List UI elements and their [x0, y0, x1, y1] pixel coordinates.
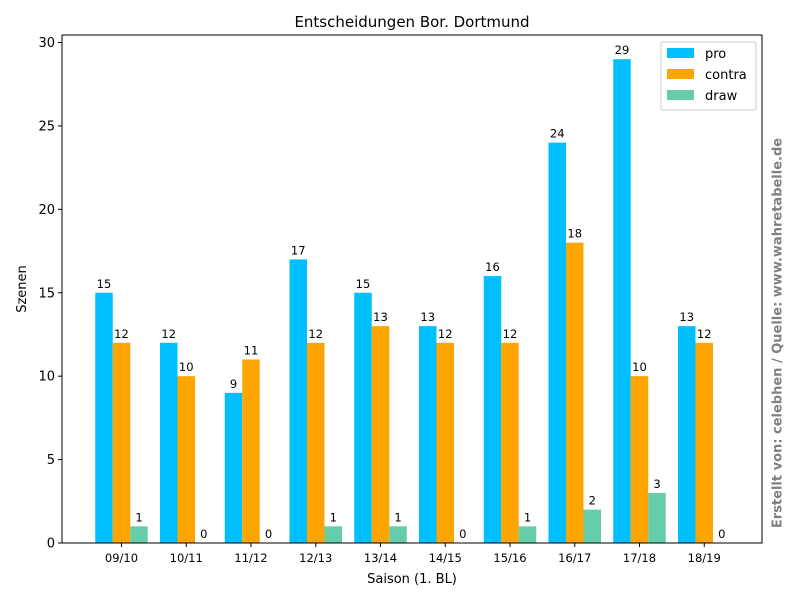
y-axis: 0 5 10 15 20 25 30 [38, 36, 62, 552]
bar-draw-8 [648, 492, 666, 543]
data-label-draw-2: 0 [265, 527, 272, 541]
bar-pro-4 [354, 292, 372, 543]
data-label-contra-9: 12 [697, 327, 712, 341]
data-label-draw-1: 0 [200, 527, 207, 541]
bar-contra-2 [242, 359, 260, 543]
legend-label-draw: draw [705, 89, 738, 104]
legend: pro contra draw [660, 41, 757, 111]
y-tick-label-4: 20 [38, 203, 55, 218]
data-label-draw-3: 1 [330, 510, 337, 524]
bar-pro-5 [419, 326, 437, 543]
y-tick-label-1: 5 [47, 453, 55, 468]
legend-label-contra: contra [705, 68, 747, 83]
bar-draw-7 [583, 509, 601, 543]
y-tick-label-5: 25 [38, 119, 55, 134]
data-label-pro-9: 13 [679, 310, 694, 324]
x-tick-label-7: 16/17 [558, 551, 591, 565]
bar-pro-2 [224, 392, 243, 543]
legend-swatch-draw [667, 90, 694, 100]
x-tick-label-0: 09/10 [105, 551, 138, 565]
x-axis: 09/10 10/11 11/12 12/13 13/14 14/15 15/16 16/17… [105, 543, 721, 565]
legend-swatch-pro [667, 48, 694, 58]
data-label-pro-4: 15 [356, 277, 371, 291]
data-label-draw-6: 1 [524, 510, 531, 524]
x-tick-label-1: 10/11 [170, 551, 203, 565]
data-label-draw-5: 0 [459, 527, 466, 541]
data-label-pro-1: 12 [161, 327, 176, 341]
data-label-contra-0: 12 [114, 327, 129, 341]
y-tick-label-6: 30 [38, 36, 55, 51]
bar-pro-6 [483, 276, 502, 543]
x-tick-label-5: 14/15 [429, 551, 462, 565]
bar-draw-6 [518, 526, 537, 543]
data-label-draw-7: 2 [589, 494, 596, 508]
legend-swatch-contra [667, 69, 694, 79]
data-label-contra-8: 10 [632, 360, 647, 374]
bar-pro-1 [160, 342, 178, 543]
bar-draw-0 [130, 526, 148, 543]
plot-frame [61, 34, 763, 544]
bar-pro-0 [95, 292, 113, 543]
data-label-pro-7: 24 [550, 127, 565, 141]
bar-contra-1 [177, 376, 195, 543]
y-tick-label-0: 0 [47, 537, 55, 552]
data-label-pro-3: 17 [291, 243, 306, 257]
y-tick-label-3: 15 [38, 286, 55, 301]
x-tick-label-6: 15/16 [493, 551, 526, 565]
source-credit: Erstellt von: celebhen / Quelle: www.wah… [770, 137, 786, 529]
data-label-contra-2: 11 [244, 343, 259, 357]
data-label-contra-5: 12 [438, 327, 453, 341]
data-label-contra-4: 13 [373, 310, 388, 324]
x-tick-label-8: 17/18 [623, 551, 656, 565]
bar-contra-4 [371, 326, 390, 543]
x-tick-label-4: 13/14 [364, 551, 397, 565]
data-label-pro-8: 29 [615, 43, 630, 57]
bar-contra-5 [436, 342, 454, 543]
bar-pro-7 [548, 142, 566, 544]
bar-contra-3 [307, 342, 325, 543]
data-label-contra-3: 12 [308, 327, 323, 341]
bar-pro-9 [678, 326, 696, 543]
chart-title: Entscheidungen Bor. Dortmund [294, 13, 529, 31]
data-label-pro-2: 9 [230, 377, 237, 391]
x-axis-label: Saison (1. BL) [367, 572, 457, 587]
x-tick-label-2: 11/12 [234, 551, 267, 565]
legend-label-pro: pro [705, 47, 726, 62]
y-tick-label-2: 10 [38, 370, 55, 385]
bar-contra-6 [501, 342, 519, 543]
bar-pro-3 [289, 259, 307, 543]
x-tick-label-9: 18/19 [688, 551, 721, 565]
data-label-draw-4: 1 [394, 510, 401, 524]
data-label-draw-0: 1 [135, 510, 142, 524]
y-axis-label: Szenen [15, 265, 30, 313]
data-label-draw-9: 0 [718, 527, 725, 541]
bar-contra-0 [112, 342, 131, 543]
bars-layer [95, 59, 713, 544]
x-tick-label-3: 12/13 [299, 551, 332, 565]
data-label-pro-5: 13 [420, 310, 435, 324]
bar-contra-7 [566, 242, 584, 543]
data-label-contra-1: 10 [179, 360, 194, 374]
bar-pro-8 [613, 59, 631, 543]
bar-draw-3 [324, 526, 342, 543]
data-label-pro-6: 16 [485, 260, 500, 274]
data-label-pro-0: 15 [97, 277, 112, 291]
bar-contra-9 [695, 342, 713, 543]
data-label-contra-7: 18 [567, 227, 582, 241]
bar-draw-4 [389, 526, 407, 543]
data-label-contra-6: 12 [503, 327, 518, 341]
bar-contra-8 [630, 376, 649, 543]
data-label-draw-8: 3 [653, 477, 660, 491]
